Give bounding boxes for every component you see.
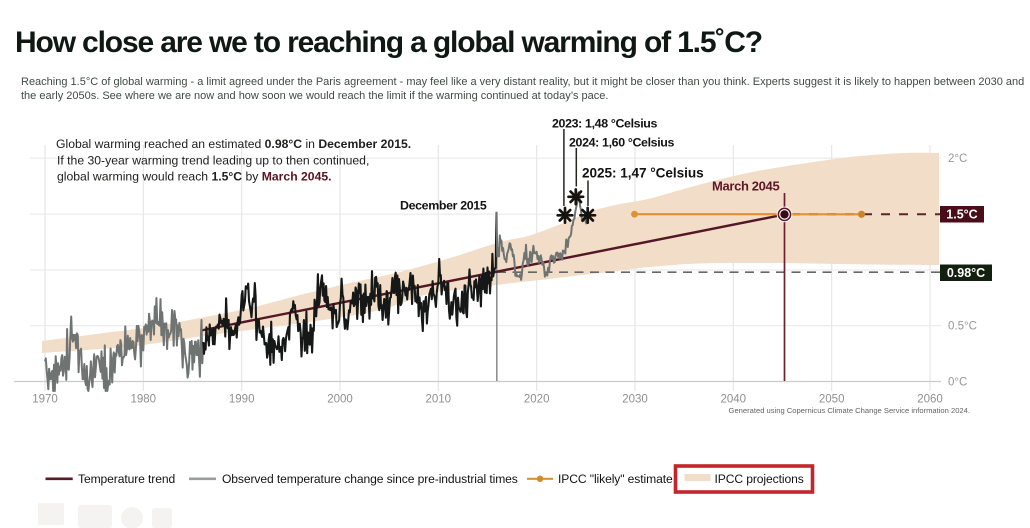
svg-text:1.5°C: 1.5°C: [946, 208, 977, 222]
svg-text:global warming would reach 1.5: global warming would reach 1.5°C by Marc…: [57, 170, 332, 184]
svg-text:1980: 1980: [131, 394, 157, 406]
svg-text:0.5°C: 0.5°C: [948, 321, 977, 333]
svg-text:2030: 2030: [622, 394, 648, 406]
svg-text:IPCC projections: IPCC projections: [715, 472, 804, 486]
svg-text:2040: 2040: [721, 394, 747, 406]
svg-text:0.98°C: 0.98°C: [947, 266, 985, 280]
svg-text:2025: 1,47 °Celsius: 2025: 1,47 °Celsius: [582, 166, 704, 181]
svg-text:1990: 1990: [229, 394, 255, 406]
svg-text:Temperature trend: Temperature trend: [78, 472, 175, 486]
svg-text:2010: 2010: [426, 394, 452, 406]
svg-text:December 2015: December 2015: [400, 199, 487, 213]
svg-text:2050: 2050: [819, 394, 845, 406]
svg-text:2000: 2000: [327, 394, 353, 406]
svg-text:0°C: 0°C: [948, 377, 967, 389]
svg-text:2023: 1,48 °Celsius: 2023: 1,48 °Celsius: [552, 117, 658, 131]
svg-text:March 2045: March 2045: [712, 179, 779, 194]
svg-text:Generated using Copernicus Cli: Generated using Copernicus Climate Chang…: [729, 406, 970, 415]
svg-text:If the 30-year warming trend l: If the 30-year warming trend leading up …: [57, 153, 369, 167]
svg-text:1970: 1970: [32, 394, 58, 406]
svg-text:Observed temperature change si: Observed temperature change since pre-in…: [222, 472, 518, 486]
svg-text:Global warming reached an esti: Global warming reached an estimated 0.98…: [56, 137, 411, 151]
svg-text:IPCC "likely" estimate: IPCC "likely" estimate: [558, 472, 673, 486]
svg-text:2020: 2020: [524, 394, 550, 406]
svg-text:2°C: 2°C: [948, 153, 967, 165]
svg-text:2060: 2060: [917, 394, 943, 406]
svg-text:2024: 1,60 °Celsius: 2024: 1,60 °Celsius: [569, 136, 675, 150]
